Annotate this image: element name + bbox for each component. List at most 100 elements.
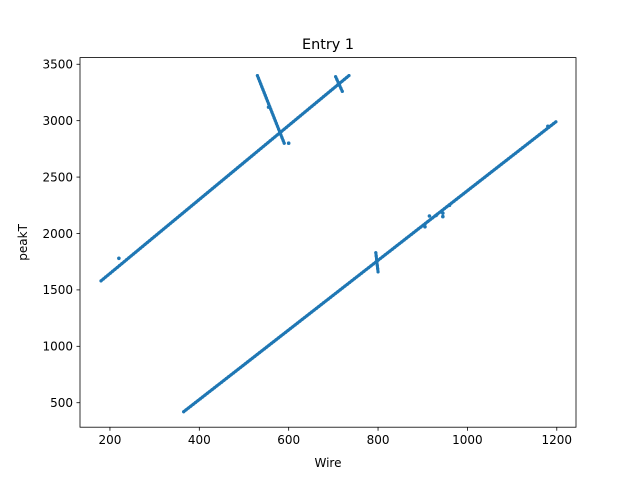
data-point — [427, 214, 432, 218]
data-point — [173, 217, 177, 222]
data-point — [220, 380, 224, 384]
data-point — [110, 269, 115, 273]
data-point — [359, 271, 364, 275]
data-point — [203, 393, 207, 397]
data-point — [240, 162, 244, 166]
data-point — [265, 99, 270, 103]
chart-title: Entry 1 — [302, 37, 354, 53]
data-point — [487, 171, 492, 176]
data-point — [452, 199, 456, 203]
data-point — [136, 248, 140, 252]
data-point — [215, 183, 219, 187]
data-point — [187, 206, 191, 210]
data-point — [104, 275, 108, 279]
data-point — [342, 77, 346, 81]
data-point — [246, 360, 250, 364]
data-point — [274, 338, 278, 342]
data-point — [326, 297, 330, 301]
data-point — [447, 203, 452, 208]
data-point — [294, 118, 298, 122]
data-point — [280, 135, 284, 140]
data-point — [161, 227, 166, 231]
x-tick-label: 1000 — [452, 433, 483, 447]
data-point — [329, 295, 333, 299]
data-point — [390, 247, 394, 251]
data-point — [264, 96, 268, 100]
data-point — [257, 351, 262, 355]
data-point — [101, 277, 105, 281]
data-point — [338, 288, 342, 292]
data-point — [338, 83, 342, 88]
data-point — [189, 404, 193, 408]
data-point — [224, 175, 228, 179]
data-point — [369, 264, 373, 268]
y-tick-label: 2500 — [42, 170, 73, 184]
data-point — [331, 293, 335, 297]
data-point — [115, 265, 119, 270]
data-point — [485, 173, 489, 177]
data-point — [206, 190, 210, 195]
data-point — [272, 339, 276, 344]
data-point — [255, 73, 259, 78]
data-point — [229, 171, 233, 176]
data-point — [544, 127, 549, 131]
data-point — [324, 299, 328, 303]
data-point — [152, 235, 156, 239]
data-point — [208, 389, 212, 394]
data-point — [374, 257, 379, 261]
data-point — [184, 408, 188, 412]
data-point — [509, 155, 513, 159]
data-point — [478, 179, 482, 183]
x-axis-label: Wire — [315, 456, 342, 470]
data-point — [546, 124, 550, 129]
data-point — [331, 87, 335, 91]
data-point — [381, 255, 385, 259]
data-point — [295, 321, 300, 325]
data-point — [281, 332, 285, 336]
data-point — [166, 223, 170, 227]
data-point — [274, 121, 278, 126]
data-point — [261, 88, 265, 92]
data-point — [241, 363, 245, 368]
data-point — [122, 260, 126, 264]
data-point — [269, 107, 273, 111]
data-point — [255, 352, 259, 357]
data-point — [402, 238, 406, 242]
x-tick-label: 200 — [98, 433, 121, 447]
data-point — [442, 206, 447, 211]
data-point — [270, 110, 274, 114]
data-point — [366, 266, 371, 270]
data-point — [175, 215, 180, 220]
data-point — [245, 158, 249, 162]
data-point — [210, 387, 214, 392]
data-point — [407, 234, 411, 238]
data-point — [340, 286, 345, 290]
data-point — [395, 243, 399, 248]
data-point — [243, 160, 247, 164]
data-point — [300, 317, 304, 322]
data-point — [321, 95, 326, 99]
data-point — [355, 275, 359, 279]
x-axis: 200 400 600 800 1000 1200 — [98, 427, 572, 447]
data-point — [159, 229, 163, 233]
data-point — [352, 277, 356, 281]
data-point — [129, 254, 133, 258]
data-point — [150, 237, 154, 241]
data-point — [423, 224, 427, 229]
data-point — [141, 244, 145, 248]
data-point — [231, 169, 235, 174]
data-point — [445, 205, 449, 209]
data-point — [120, 262, 124, 266]
data-point — [291, 325, 295, 329]
data-point — [364, 267, 368, 272]
data-point — [343, 284, 347, 288]
data-point — [168, 221, 173, 225]
data-point — [270, 137, 275, 141]
data-point — [298, 114, 302, 118]
data-point — [263, 93, 267, 97]
data-point — [236, 166, 240, 170]
data-point — [233, 167, 238, 172]
data-point — [227, 375, 231, 379]
data-point — [414, 229, 418, 233]
data-point — [178, 214, 182, 218]
